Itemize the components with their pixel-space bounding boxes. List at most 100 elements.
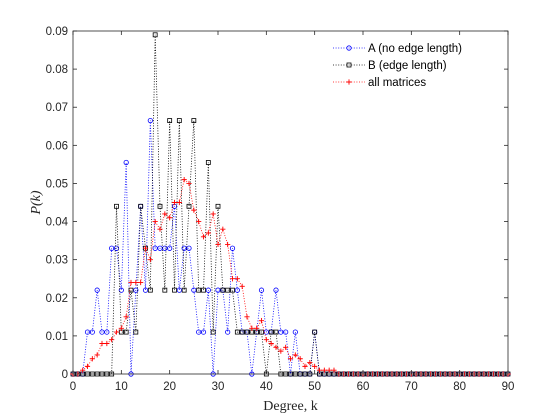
- data-point: [321, 367, 327, 373]
- legend: A (no edge length) B (edge length) all mat…: [324, 38, 502, 94]
- data-point: [263, 329, 269, 335]
- data-point: [133, 279, 139, 286]
- legend-label: A (no edge length): [368, 43, 462, 55]
- data-point: [268, 340, 274, 347]
- data-point: [278, 348, 284, 354]
- data-point: [147, 257, 153, 263]
- data-point: [200, 234, 207, 240]
- data-point: [229, 245, 236, 251]
- data-point: [152, 245, 158, 251]
- legend-marker: [346, 79, 352, 85]
- data-point: [307, 359, 313, 366]
- data-point: [142, 287, 149, 293]
- data-point: [138, 279, 144, 286]
- y-tick-label: 0.03: [46, 255, 68, 267]
- data-point: [171, 199, 178, 206]
- data-point: [205, 160, 211, 165]
- data-point: [283, 344, 289, 350]
- data-point: [273, 344, 279, 350]
- data-point: [210, 211, 216, 217]
- data-point: [109, 245, 115, 251]
- data-point: [89, 329, 95, 335]
- legend-label: all matrices: [368, 77, 426, 89]
- data-point: [128, 287, 134, 293]
- legend-box: [324, 38, 502, 94]
- data-point: [215, 203, 221, 209]
- data-point: [142, 245, 149, 251]
- data-point: [234, 329, 240, 335]
- data-point: [326, 367, 332, 373]
- data-point: [283, 329, 289, 335]
- data-point: [287, 356, 294, 362]
- data-point: [312, 329, 318, 335]
- data-point: [205, 230, 211, 236]
- data-point: [118, 287, 124, 293]
- data-point: [263, 337, 269, 343]
- data-point: [215, 241, 221, 248]
- data-point: [186, 245, 192, 251]
- data-point: [191, 287, 197, 293]
- data-point: [152, 32, 158, 38]
- data-point: [331, 367, 337, 373]
- data-point: [138, 203, 144, 209]
- x-tick-label: 70: [405, 381, 418, 393]
- data-point: [278, 329, 284, 335]
- data-point: [196, 287, 202, 293]
- data-point: [273, 287, 279, 293]
- y-tick-label: 0.05: [46, 178, 68, 190]
- data-point: [312, 363, 318, 369]
- data-point: [229, 276, 236, 282]
- data-point: [109, 337, 115, 343]
- x-tick-label: 30: [212, 381, 225, 393]
- data-point: [114, 203, 119, 209]
- data-point: [181, 245, 187, 251]
- data-point: [239, 283, 245, 289]
- x-tick-label: 0: [70, 381, 76, 393]
- data-point: [128, 279, 134, 286]
- x-tick-label: 10: [115, 381, 128, 393]
- legend-marker: [346, 62, 352, 68]
- data-point: [259, 329, 264, 335]
- y-tick-label: 0: [62, 369, 68, 381]
- data-point: [268, 329, 274, 335]
- data-point: [118, 325, 124, 331]
- data-point: [292, 352, 298, 358]
- data-point: [230, 287, 235, 293]
- y-tick-label: 0.04: [46, 217, 69, 229]
- data-point: [201, 287, 206, 293]
- legend-entry: all matrices: [333, 77, 426, 89]
- data-point: [200, 329, 207, 335]
- x-tick-label: 60: [357, 381, 370, 393]
- y-tick-label: 0.07: [46, 102, 68, 114]
- data-point: [113, 329, 120, 335]
- data-point: [191, 207, 197, 213]
- data-point: [220, 287, 226, 293]
- ticks-layer: 0 10 20 30 40 50 60 70 80 90 0 0.01 0.02 0.03 0.04 0.05…: [46, 26, 515, 393]
- x-tick-label: 90: [502, 381, 515, 393]
- data-point: [181, 177, 187, 183]
- y-tick-label: 0.02: [46, 293, 68, 305]
- data-point: [196, 218, 202, 225]
- data-point: [84, 329, 91, 335]
- legend-items: A (no edge length) B (edge length) all mat…: [333, 43, 462, 89]
- y-tick-label: 0.09: [46, 26, 68, 38]
- data-point: [104, 340, 110, 347]
- data-point: [234, 276, 240, 282]
- plot-frame: [72, 30, 509, 375]
- data-point: [258, 287, 265, 293]
- data-point: [172, 287, 177, 293]
- x-tick-label: 50: [308, 381, 321, 393]
- data-point: [210, 329, 216, 335]
- legend-entry: A (no edge length): [333, 43, 462, 55]
- data-point: [273, 329, 279, 335]
- y-tick-label: 0.08: [46, 64, 68, 76]
- y-tick-label: 0.01: [46, 331, 68, 343]
- data-point: [113, 245, 120, 251]
- legend-marker: [346, 45, 352, 51]
- data-point: [297, 356, 303, 362]
- x-tick-label: 20: [163, 381, 176, 393]
- y-tick-label: 0.06: [46, 140, 68, 152]
- data-point: [147, 287, 153, 293]
- data-point: [244, 314, 250, 320]
